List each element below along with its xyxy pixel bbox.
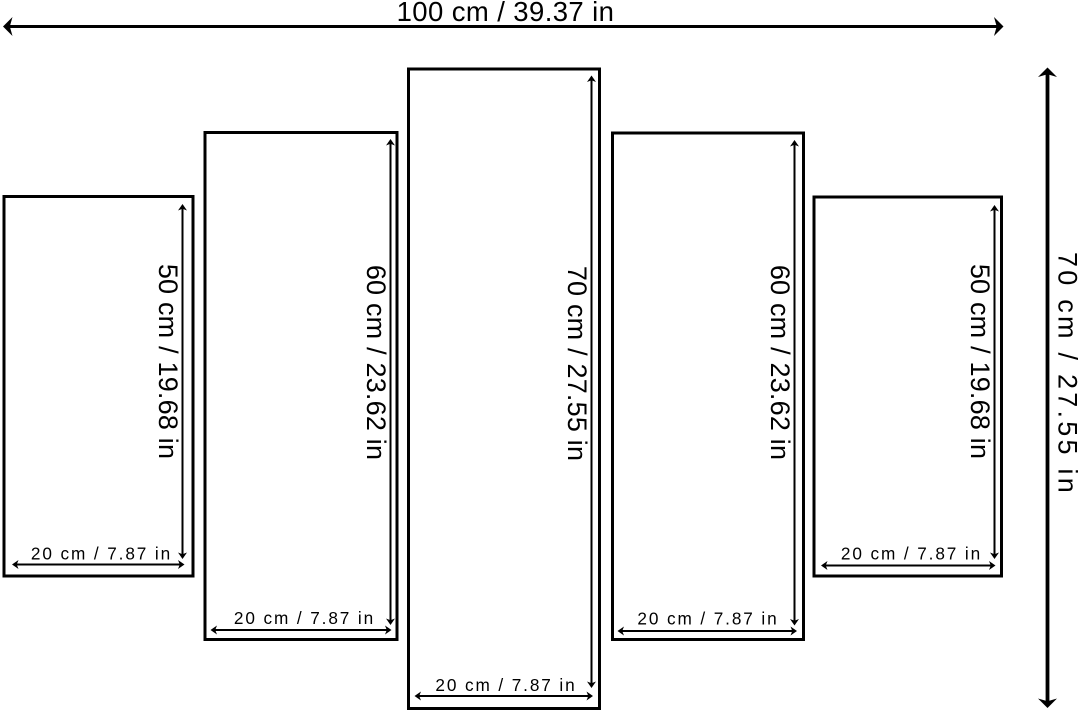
svg-text:100 cm / 39.37 in: 100 cm / 39.37 in: [397, 0, 615, 27]
svg-text:20 cm / 7.87 in: 20 cm / 7.87 in: [435, 675, 576, 695]
svg-text:20 cm / 7.87 in: 20 cm / 7.87 in: [637, 608, 778, 628]
svg-text:70 cm / 27.55 in: 70 cm / 27.55 in: [1053, 252, 1080, 496]
svg-text:50 cm / 19.68 in: 50 cm / 19.68 in: [965, 264, 995, 459]
svg-text:20 cm / 7.87 in: 20 cm / 7.87 in: [234, 608, 375, 628]
svg-text:60 cm / 23.62 in: 60 cm / 23.62 in: [361, 265, 391, 460]
svg-text:20 cm / 7.87 in: 20 cm / 7.87 in: [841, 544, 982, 564]
svg-text:70 cm / 27.55 in: 70 cm / 27.55 in: [562, 266, 592, 461]
svg-text:50 cm / 19.68 in: 50 cm / 19.68 in: [153, 264, 183, 459]
svg-text:20 cm / 7.87 in: 20 cm / 7.87 in: [31, 544, 172, 564]
svg-text:60 cm / 23.62 in: 60 cm / 23.62 in: [765, 265, 795, 460]
